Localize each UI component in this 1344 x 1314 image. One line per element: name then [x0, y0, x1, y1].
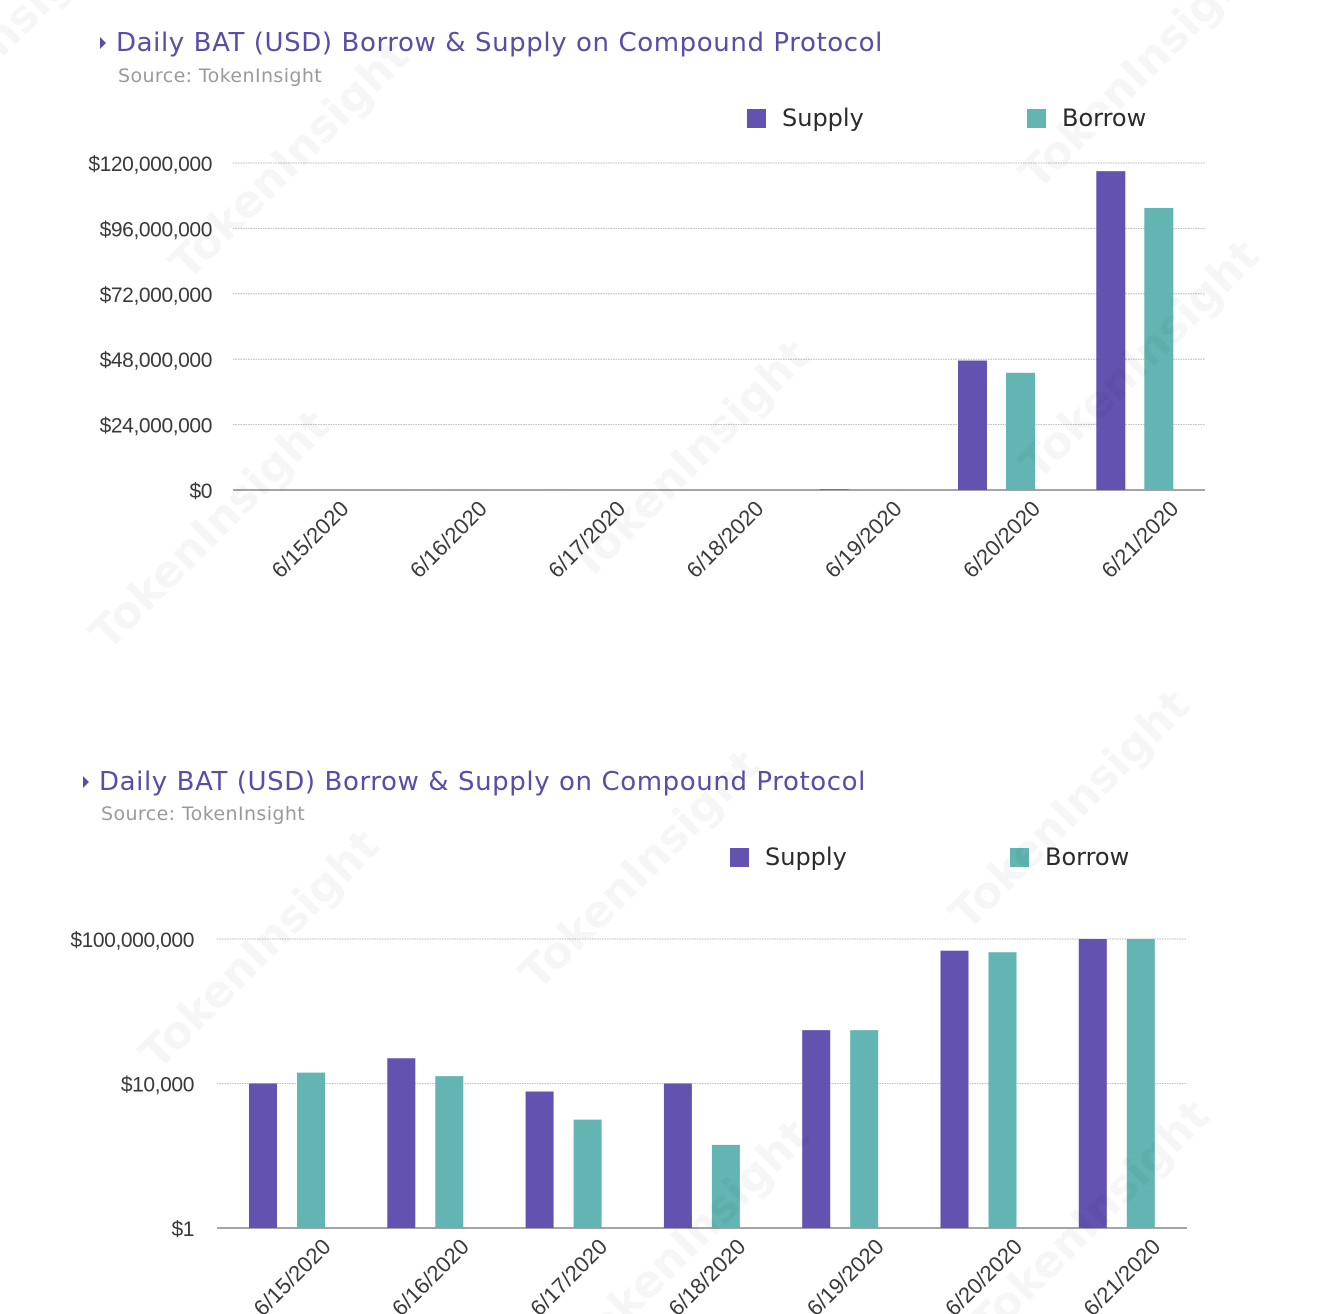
bar-supply-6-21-2020 [1078, 939, 1107, 1228]
x-tick-label: 6/19/2020 [802, 1234, 889, 1314]
x-tick-label: 6/18/2020 [664, 1234, 751, 1314]
legend-item-borrow: Borrow [1027, 104, 1146, 132]
caret-right-icon [83, 776, 89, 788]
bar-borrow-6-15-2020 [297, 1072, 325, 1228]
y-tick-label: $0 [189, 480, 212, 503]
bar-borrow-6-21-2020 [1144, 207, 1174, 490]
legend-swatch-borrow [1027, 108, 1046, 128]
chart-title: Daily BAT (USD) Borrow & Supply on Compo… [116, 28, 883, 58]
chart-source: Source: TokenInsight [118, 65, 323, 87]
y-tick-label: $48,000,000 [100, 349, 212, 372]
chart-title-row: Daily BAT (USD) Borrow & Supply on Compo… [83, 767, 866, 797]
legend-label-borrow: Borrow [1062, 104, 1147, 132]
bar-borrow-6-19-2020 [867, 489, 897, 490]
x-tick-label: 6/20/2020 [958, 496, 1045, 583]
legend-label-supply: Supply [782, 104, 864, 132]
bar-borrow-6-18-2020 [711, 1144, 740, 1228]
bar-supply-6-18-2020 [663, 1083, 692, 1228]
y-tick-label: $72,000,000 [100, 284, 212, 307]
x-tick-label: 6/15/2020 [249, 1234, 336, 1314]
bar-supply-6-20-2020 [940, 950, 969, 1228]
x-tick-label: 6/19/2020 [820, 496, 907, 583]
y-tick-label: $100,000,000 [70, 929, 194, 952]
bar-chart-linear: $0 $24,000,000 $48,000,000 $72,000,000 $96,0… [88, 153, 1205, 583]
y-tick-label: $120,000,000 [88, 153, 212, 176]
bar-supply-6-15-2020 [249, 1083, 277, 1228]
bar-supply-6-19-2020 [802, 1030, 831, 1228]
x-tick-label: 6/16/2020 [405, 496, 492, 583]
legend-swatch-supply [730, 847, 749, 867]
y-tick-label: $96,000,000 [100, 218, 212, 241]
x-tick-label: 6/18/2020 [682, 496, 769, 583]
x-tick-label: 6/21/2020 [1096, 496, 1183, 583]
bar-borrow-6-20-2020 [988, 952, 1017, 1228]
legend-item-supply: Supply [747, 104, 864, 132]
chart-panel-linear: Daily BAT (USD) Borrow & Supply on Compo… [0, 0, 1344, 650]
legend-swatch-borrow [1010, 847, 1029, 867]
legend-label-borrow: Borrow [1045, 843, 1130, 871]
x-tick-label: 6/21/2020 [1078, 1234, 1165, 1314]
bar-supply-6-19-2020 [819, 489, 849, 490]
legend-item-borrow: Borrow [1010, 843, 1129, 871]
caret-right-icon [100, 37, 106, 49]
y-tick-label: $24,000,000 [100, 415, 212, 438]
y-tick-label: $1 [171, 1218, 194, 1241]
y-tick-label: $10,000 [121, 1074, 194, 1097]
chart-panel-log: Daily BAT (USD) Borrow & Supply on Compo… [0, 740, 1344, 1314]
legend-swatch-supply [747, 108, 766, 128]
legend-label-supply: Supply [765, 843, 847, 871]
x-tick-label: 6/15/2020 [267, 496, 354, 583]
bar-supply-6-16-2020 [387, 1058, 416, 1228]
chart-title-row: Daily BAT (USD) Borrow & Supply on Compo… [100, 28, 883, 58]
legend-item-supply: Supply [730, 843, 847, 871]
bar-supply-6-17-2020 [525, 1091, 554, 1228]
bar-borrow-6-16-2020 [435, 1076, 464, 1228]
x-tick-label: 6/20/2020 [940, 1234, 1027, 1314]
bar-supply-6-20-2020 [958, 360, 987, 490]
bar-borrow-6-20-2020 [1006, 372, 1035, 490]
bar-borrow-6-21-2020 [1126, 939, 1155, 1228]
chart-source: Source: TokenInsight [101, 803, 306, 825]
x-tick-label: 6/16/2020 [387, 1234, 474, 1314]
chart-title: Daily BAT (USD) Borrow & Supply on Compo… [99, 767, 866, 797]
x-tick-label: 6/17/2020 [543, 496, 630, 583]
bar-borrow-6-19-2020 [850, 1030, 879, 1228]
bar-supply-6-21-2020 [1096, 171, 1126, 491]
bar-chart-log: $1 $10,000 $100,000,000 6/15/2020 6/16/2020 6… [70, 929, 1187, 1314]
bar-borrow-6-17-2020 [573, 1119, 602, 1228]
x-tick-label: 6/17/2020 [525, 1234, 612, 1314]
